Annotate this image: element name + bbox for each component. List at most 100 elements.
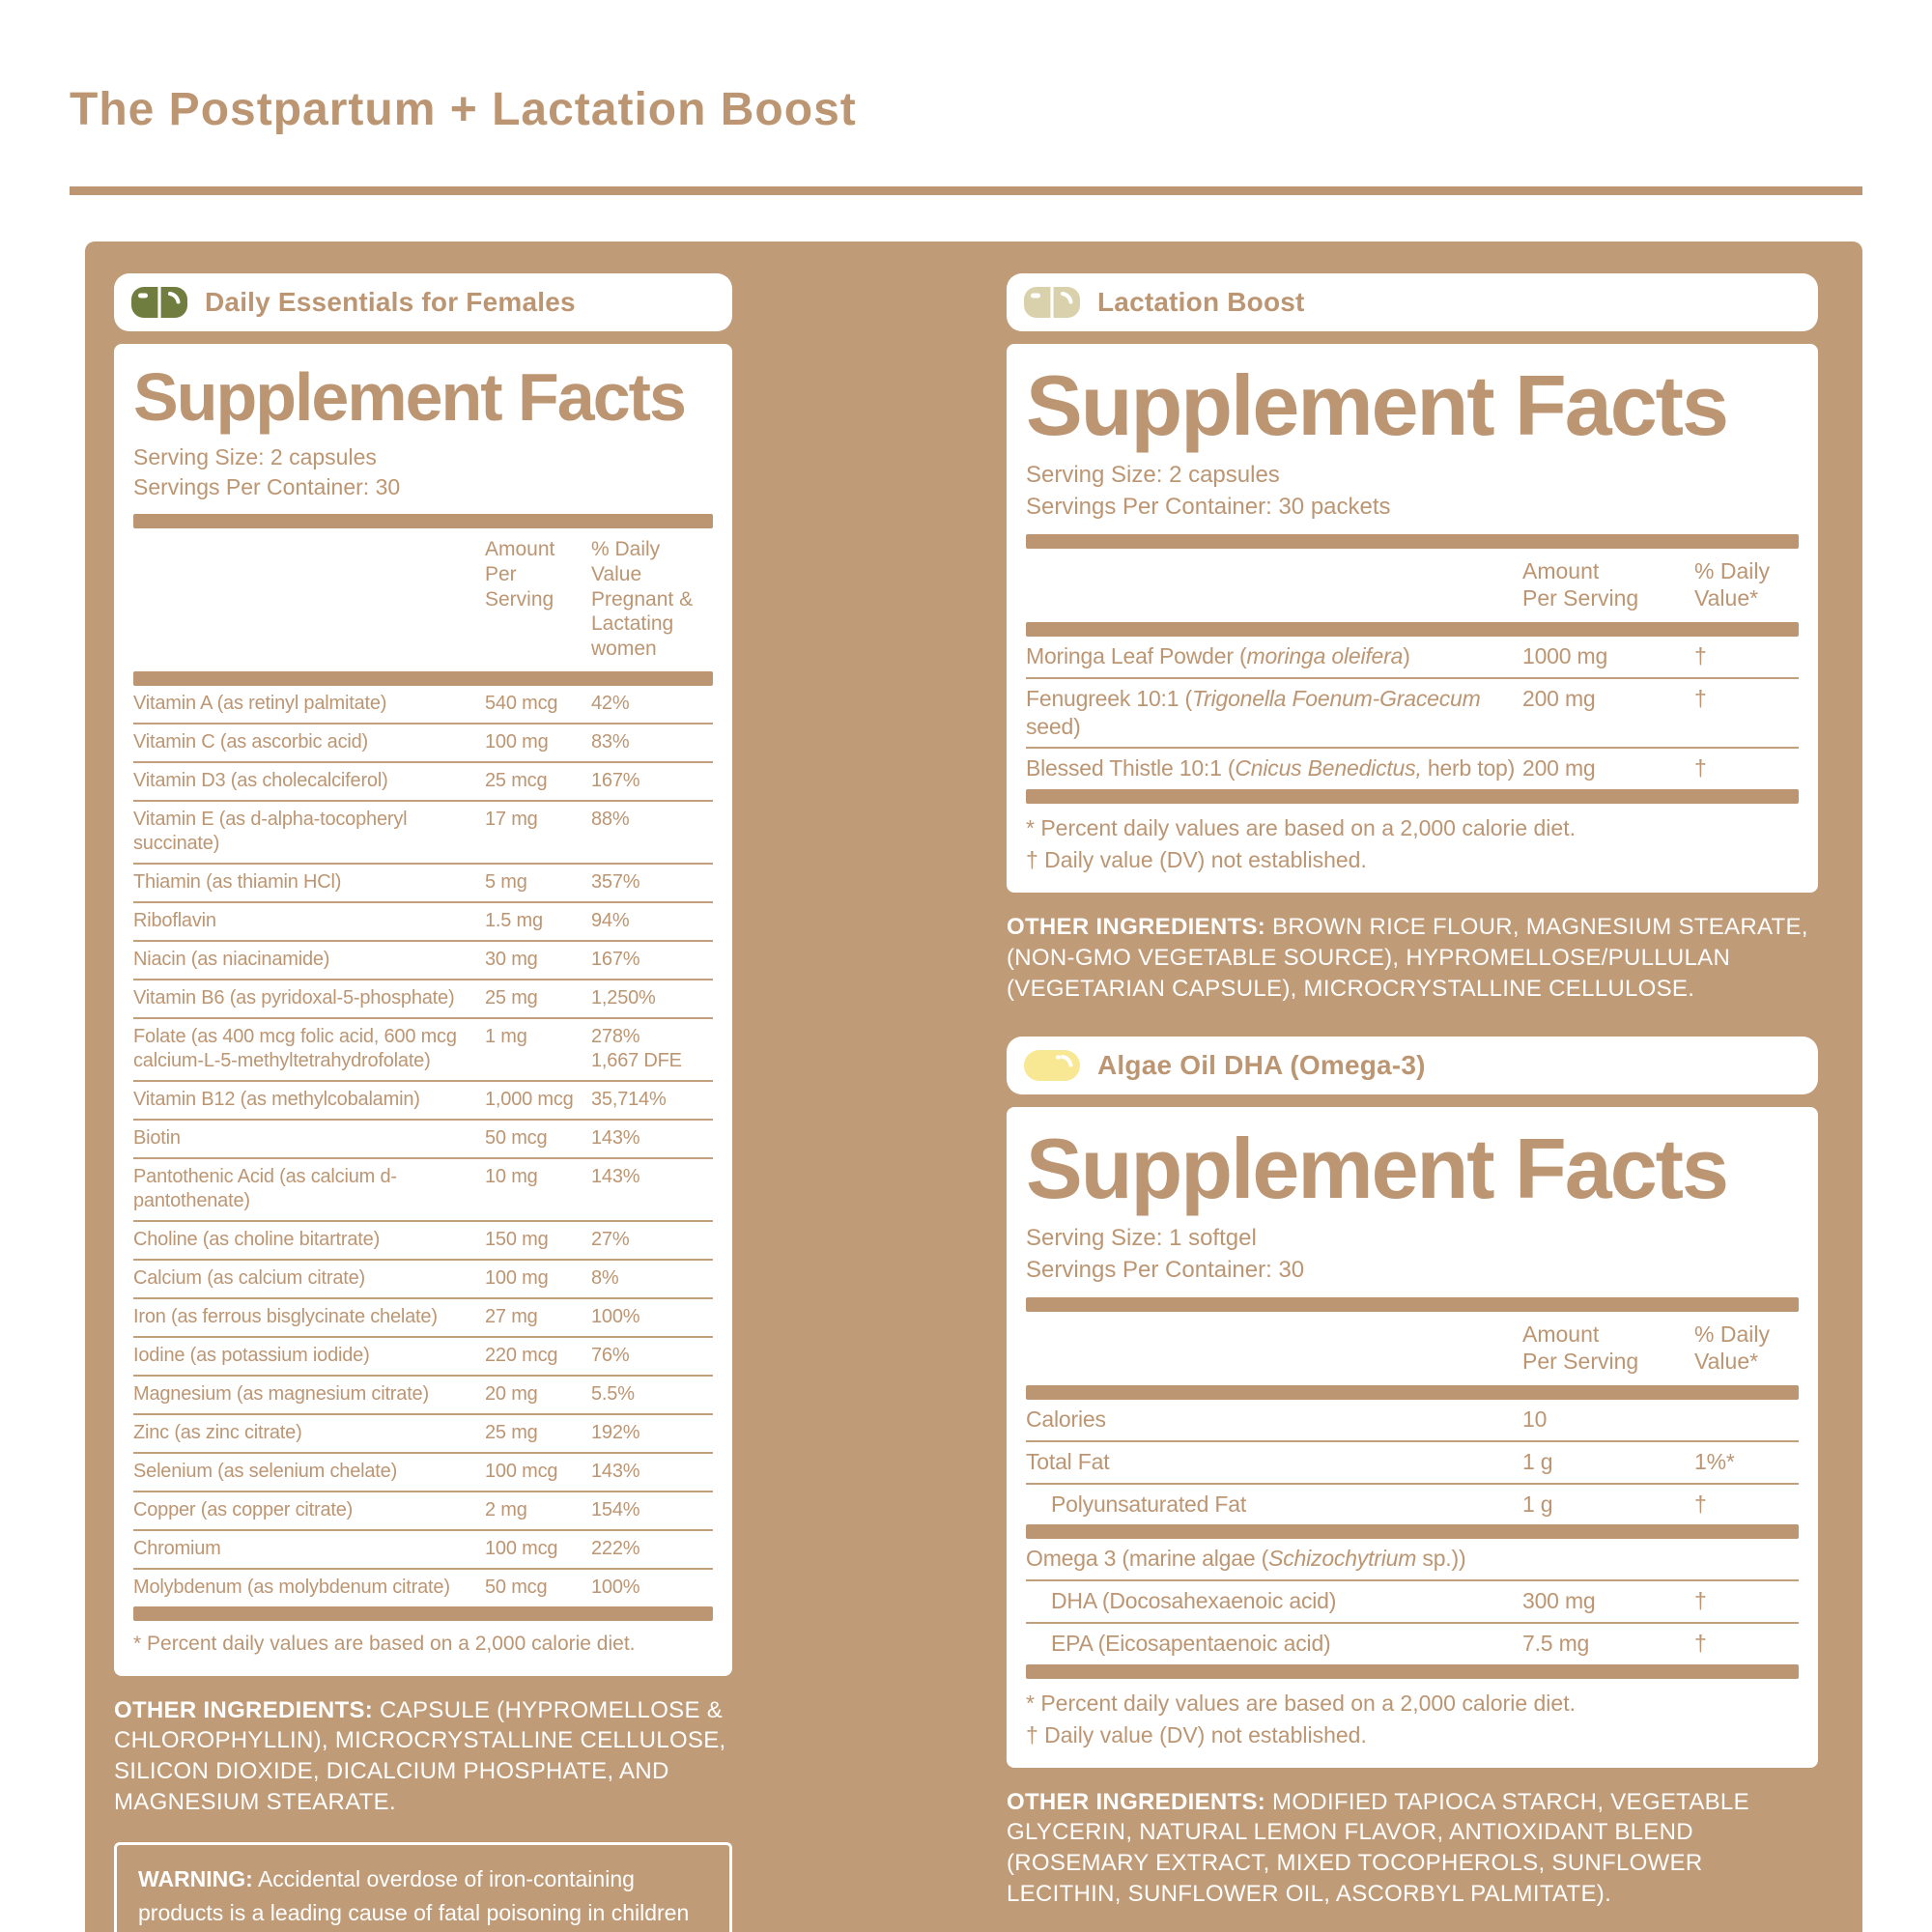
panel-header-label: Lactation Boost bbox=[1097, 287, 1305, 318]
nutrient-dv: 5.5% bbox=[591, 1383, 635, 1406]
col-blank bbox=[133, 537, 479, 661]
nutrient-amount: 2 mg bbox=[485, 1499, 527, 1521]
col-dv-header: % Daily Value* bbox=[1694, 557, 1770, 611]
nutrient-amount: 20 mg bbox=[485, 1383, 538, 1406]
col-amount-header: Amount Per Serving bbox=[485, 538, 555, 611]
divider-bar bbox=[1026, 1296, 1799, 1312]
col-blank bbox=[1026, 557, 1517, 611]
panel-header-label: Daily Essentials for Females bbox=[205, 287, 576, 318]
table-row: Vitamin A (as retinyl palmitate) 540 mcg… bbox=[133, 686, 713, 723]
col-blank bbox=[1026, 1321, 1517, 1375]
nutrient-amount: 300 mg bbox=[1522, 1588, 1596, 1614]
nutrient-name: Thiamin (as thiamin HCl) bbox=[133, 871, 342, 894]
panel-algae-oil-dha: Algae Oil DHA (Omega-3) Supplement Facts… bbox=[1007, 1037, 1818, 1909]
nutrient-amount: 1 mg bbox=[485, 1026, 527, 1048]
capsule-green-icon bbox=[131, 287, 187, 319]
other-ingredients-text: CAPSULE (HYPROMELLOSE & CHLOROPHYLLIN), … bbox=[114, 1696, 726, 1815]
nutrient-dv: † bbox=[1694, 1491, 1707, 1517]
table-row: Vitamin E (as d-alpha-tocopheryl succina… bbox=[133, 800, 713, 863]
spacer bbox=[1007, 1004, 1818, 1037]
col-dv-header: % Daily Value* bbox=[1694, 1321, 1770, 1374]
softgel-yellow-icon bbox=[1024, 1050, 1080, 1082]
nutrient-name: Total Fat bbox=[1026, 1448, 1110, 1474]
nutrient-dv: 76% bbox=[591, 1345, 630, 1367]
nutrient-amount: 5 mg bbox=[485, 871, 527, 894]
table-row: Moringa Leaf Powder (moringa oleifera) 1… bbox=[1026, 637, 1799, 677]
nutrient-dv: 88% bbox=[591, 809, 630, 831]
panel-daily-essentials: Daily Essentials for Females Supplement … bbox=[114, 273, 732, 1932]
col-dv-header: % Daily Value Pregnant & Lactating women bbox=[591, 538, 694, 660]
nutrient-dv: 222% bbox=[591, 1538, 640, 1560]
nutrient-amount: 25 mg bbox=[485, 1422, 538, 1444]
table-row: Riboflavin 1.5 mg 94% bbox=[133, 901, 713, 940]
nutrient-amount: 150 mg bbox=[485, 1229, 549, 1251]
table-row: Polyunsaturated Fat 1 g † bbox=[1026, 1482, 1799, 1525]
table-row: Thiamin (as thiamin HCl) 5 mg 357% bbox=[133, 863, 713, 901]
nutrient-name: Calcium (as calcium citrate) bbox=[133, 1267, 366, 1290]
table-row: Vitamin B6 (as pyridoxal-5-phosphate) 25… bbox=[133, 979, 713, 1017]
nutrient-name: Zinc (as zinc citrate) bbox=[133, 1422, 302, 1444]
serving-size: Serving Size: 2 capsules bbox=[133, 444, 377, 470]
lactation-facts-table: Amount Per Serving % Daily Value* Moring… bbox=[1026, 549, 1799, 875]
nutrient-name: Folate (as 400 mcg folic acid, 600 mcg c… bbox=[133, 1026, 457, 1072]
nutrient-amount: 540 mcg bbox=[485, 693, 558, 715]
nutrient-amount: 27 mg bbox=[485, 1306, 538, 1328]
divider-bar bbox=[1026, 1663, 1799, 1679]
daily-other-ingredients: OTHER INGREDIENTS: CAPSULE (HYPROMELLOSE… bbox=[114, 1695, 732, 1818]
nutrient-name: Vitamin D3 (as cholecalciferol) bbox=[133, 770, 388, 792]
divider-bar bbox=[133, 514, 713, 529]
divider-bar bbox=[133, 1606, 713, 1622]
nutrient-name: EPA (Eicosapentaenoic acid) bbox=[1051, 1630, 1331, 1656]
table-row: Iron (as ferrous bisglycinate chelate) 2… bbox=[133, 1297, 713, 1336]
nutrient-name: Selenium (as selenium chelate) bbox=[133, 1461, 398, 1483]
nutrient-amount: 200 mg bbox=[1522, 685, 1596, 711]
nutrient-name: Vitamin E (as d-alpha-tocopheryl succina… bbox=[133, 809, 408, 855]
col-amount-header: Amount Per Serving bbox=[1522, 1321, 1639, 1374]
footnote-dagger: † Daily value (DV) not established. bbox=[1026, 1721, 1367, 1747]
facts-title: Supplement Facts bbox=[1026, 357, 1729, 454]
nutrient-dv: † bbox=[1694, 1630, 1707, 1656]
nutrient-dv: 167% bbox=[591, 770, 640, 792]
nutrient-name: Chromium bbox=[133, 1538, 221, 1560]
table-row: Biotin 50 mcg 143% bbox=[133, 1119, 713, 1157]
divider-bar bbox=[1026, 1385, 1799, 1401]
serving-size: Serving Size: 2 capsules bbox=[1026, 462, 1280, 489]
nutrient-dv: 1,250% bbox=[591, 987, 656, 1009]
dha-facts-box: Supplement Facts Serving Size: 1 softgel… bbox=[1007, 1107, 1818, 1768]
nutrient-dv: 94% bbox=[591, 910, 630, 932]
table-header-row: Amount Per Serving % Daily Value Pregnan… bbox=[133, 528, 713, 671]
nutrient-amount: 25 mcg bbox=[485, 770, 548, 792]
other-ingredients-text: BROWN RICE FLOUR, MAGNESIUM STEARATE, (N… bbox=[1007, 914, 1808, 1002]
nutrient-name: Pantothenic Acid (as calcium d-pantothen… bbox=[133, 1166, 397, 1212]
nutrient-amount: 100 mcg bbox=[485, 1538, 558, 1560]
nutrient-name: Omega 3 (marine algae (Schizochytrium sp… bbox=[1026, 1546, 1466, 1572]
nutrient-amount: 1000 mg bbox=[1522, 643, 1608, 669]
divider-bar bbox=[1026, 1524, 1799, 1540]
panel-right-column: Lactation Boost Supplement Facts Serving… bbox=[1007, 273, 1818, 1909]
divider-bar bbox=[133, 671, 713, 687]
nutrient-dv: 1%* bbox=[1694, 1448, 1735, 1474]
nutrient-dv: 154% bbox=[591, 1499, 640, 1521]
daily-facts-box: Supplement Facts Serving Size: 2 capsule… bbox=[114, 344, 732, 1676]
nutrient-amount: 10 mg bbox=[485, 1166, 538, 1188]
nutrient-name: Polyunsaturated Fat bbox=[1051, 1491, 1247, 1517]
nutrient-amount: 1.5 mg bbox=[485, 910, 543, 932]
iron-warning-box: WARNING: Accidental overdose of iron-con… bbox=[114, 1842, 732, 1932]
nutrient-dv: 143% bbox=[591, 1127, 640, 1150]
nutrient-dv: † bbox=[1694, 755, 1707, 781]
nutrient-dv: 83% bbox=[591, 731, 630, 753]
nutrient-amount: 220 mcg bbox=[485, 1345, 558, 1367]
nutrient-amount: 100 mg bbox=[485, 1267, 549, 1290]
nutrient-name: Vitamin B6 (as pyridoxal-5-phosphate) bbox=[133, 987, 455, 1009]
nutrient-dv: 143% bbox=[591, 1461, 640, 1483]
table-row: Folate (as 400 mcg folic acid, 600 mcg c… bbox=[133, 1017, 713, 1080]
table-row: Molybdenum (as molybdenum citrate) 50 mc… bbox=[133, 1568, 713, 1606]
table-row: Blessed Thistle 10:1 (Cnicus Benedictus,… bbox=[1026, 747, 1799, 789]
nutrient-name: Choline (as choline bitartrate) bbox=[133, 1229, 381, 1251]
table-row: Total Fat 1 g 1%* bbox=[1026, 1439, 1799, 1483]
nutrient-name: Fenugreek 10:1 (Trigonella Foenum-Gracec… bbox=[1026, 685, 1481, 739]
other-ingredients-label: OTHER INGREDIENTS: bbox=[1007, 914, 1266, 941]
servings-per-container: Servings Per Container: 30 bbox=[1026, 1256, 1305, 1283]
footnote-star: * Percent daily values are based on a 2,… bbox=[133, 1633, 636, 1656]
